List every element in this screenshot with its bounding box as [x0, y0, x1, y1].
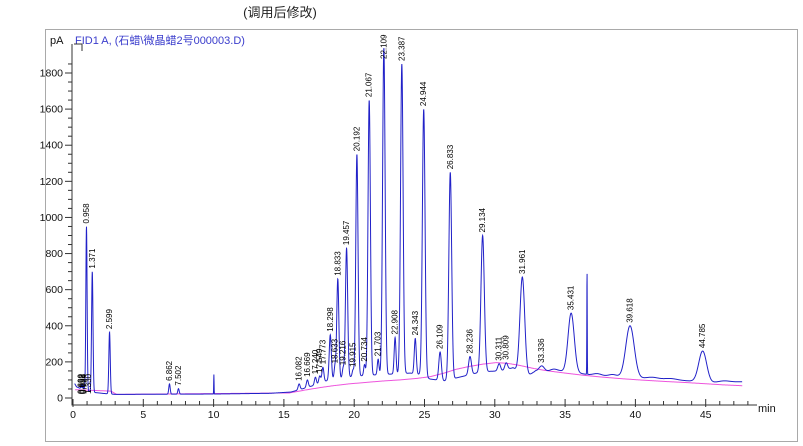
start-cluster-peak-label: 0.724 [80, 373, 89, 394]
peak-label: 18.833 [333, 251, 342, 276]
x-tick-label: 20 [348, 409, 360, 421]
y-axis-top-cap [74, 43, 83, 51]
x-tick-label: 5 [140, 409, 146, 421]
peak-label: 33.336 [537, 338, 546, 363]
peak-label: 17.773 [318, 339, 327, 364]
start-cluster-peak-label: 0.686 [79, 373, 88, 394]
y-tick-label: 800 [45, 248, 63, 260]
x-tick-label: 40 [630, 409, 642, 421]
x-tick-label: 30 [489, 409, 501, 421]
peak-label: 2.599 [105, 309, 114, 330]
axis-frame [71, 44, 757, 406]
peak-label: 24.944 [419, 81, 428, 106]
x-tick-label: 45 [700, 409, 712, 421]
peak-label: 22.109 [379, 34, 388, 59]
peak-label: 19.915 [349, 342, 358, 367]
chart-panel: FID1 A, (石蜡\微晶蜡2号000003.D) [45, 29, 798, 442]
peak-label: 23.387 [397, 36, 406, 61]
peak-label: 29.134 [478, 207, 487, 232]
x-tick-label: 0 [70, 409, 76, 421]
peak-label: 6.862 [165, 360, 174, 381]
signal-header: FID1 A, (石蜡\微晶蜡2号000003.D) [75, 35, 245, 47]
y-tick-label: 1200 [40, 176, 64, 188]
start-cluster-peak-label: 1.330 [84, 373, 93, 394]
x-axis-unit-label: min [758, 403, 776, 415]
peak-label: 39.618 [626, 298, 635, 323]
peak-label: 1.371 [88, 248, 97, 269]
y-tick-label: 400 [45, 320, 63, 332]
peak-label: 0.958 [82, 203, 91, 224]
x-tick-label: 35 [559, 409, 571, 421]
peak-label: 26.109 [436, 324, 445, 349]
y-tick-label: 600 [45, 284, 63, 296]
y-tick-label: 0 [57, 393, 63, 405]
peak-label: 16.669 [303, 352, 312, 377]
x-tick-label: 10 [208, 409, 220, 421]
peak-label: 31.961 [518, 249, 527, 274]
peak-label: 30.809 [502, 335, 511, 360]
chromatogram-trace [74, 48, 743, 395]
peak-label: 21.067 [365, 72, 374, 97]
peak-label: 22.908 [391, 309, 400, 334]
peak-label: 16.082 [295, 356, 304, 381]
peak-label: 28.236 [466, 328, 475, 353]
peak-label: 17.549 [315, 348, 324, 373]
peak-label: 18.298 [326, 307, 335, 332]
peak-label: 44.785 [698, 323, 707, 348]
y-axis-unit-label: pA [50, 35, 64, 47]
peak-label: 19.457 [342, 220, 351, 245]
peak-label: 19.216 [339, 340, 348, 365]
peak-label: 21.703 [374, 331, 383, 356]
page-title: (调用后修改) [243, 5, 317, 20]
peak-label: 35.431 [567, 285, 576, 310]
y-tick-label: 1600 [40, 104, 64, 116]
x-tick-label: 15 [278, 409, 290, 421]
peak-label: 26.833 [446, 144, 455, 169]
y-tick-label: 200 [45, 356, 63, 368]
y-tick-label: 1400 [40, 140, 64, 152]
peak-label: 30.311 [495, 336, 504, 360]
start-cluster-peak-label: 0.652 [78, 373, 87, 394]
start-cluster-peak-label: 0.609 [76, 373, 85, 394]
peak-label: 20.192 [352, 126, 361, 151]
peak-label: 18.633 [331, 338, 340, 363]
y-tick-label: 1000 [40, 212, 64, 224]
peak-label: 7.502 [174, 365, 183, 386]
peak-label: 24.343 [411, 310, 420, 335]
y-tick-label: 1800 [40, 67, 64, 79]
peak-label: 20.734 [360, 337, 369, 362]
x-tick-label: 25 [419, 409, 431, 421]
peak-label: 17.240 [311, 349, 320, 374]
